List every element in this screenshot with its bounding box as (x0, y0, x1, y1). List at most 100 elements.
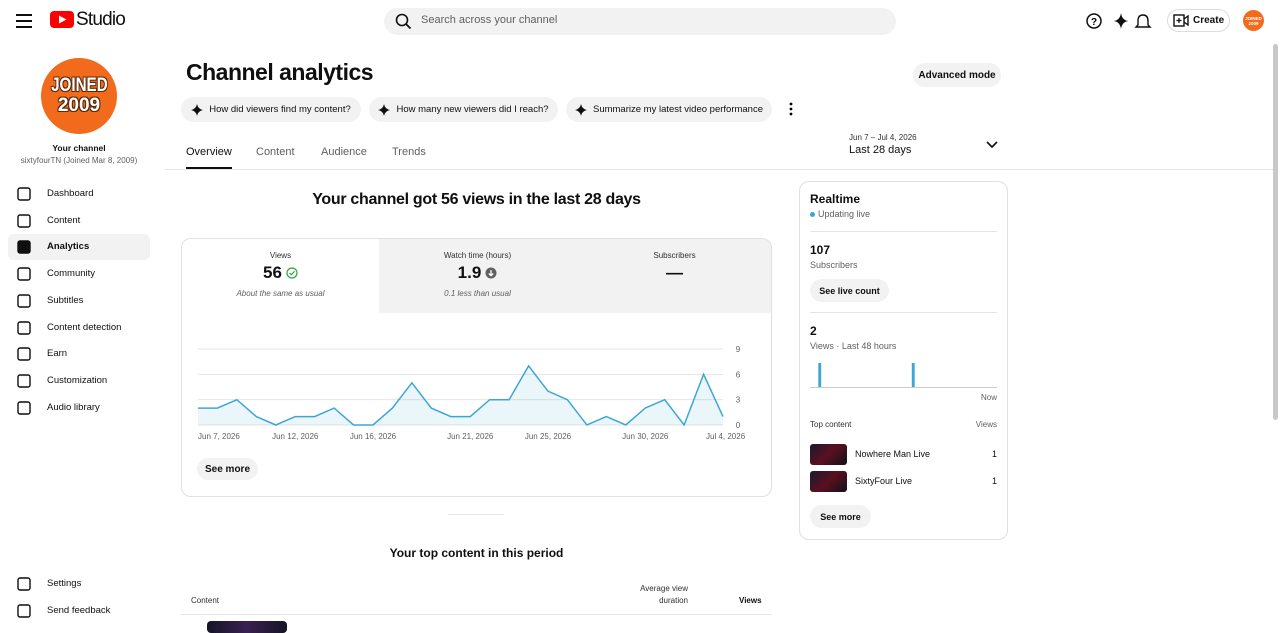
nav-icon-shape (17, 320, 31, 335)
nav-icon[interactable] (17, 267, 31, 281)
nav-icon-shape (17, 577, 31, 591)
create-label[interactable]: Create (1193, 15, 1225, 26)
item-title[interactable]: Nowhere Man Live (855, 449, 931, 459)
nav-icon[interactable] (17, 294, 31, 308)
table-header: Average view duration (640, 584, 688, 605)
brand[interactable]: Studio (76, 9, 126, 30)
create-icon[interactable] (1173, 14, 1189, 27)
logo-icon[interactable] (50, 11, 74, 29)
avatar-line: JOINED (50, 75, 108, 96)
metric-value-row: — (576, 263, 771, 283)
header-icons[interactable]: ? (1086, 12, 1156, 30)
suggestion-text: Summarize my latest video performance (592, 104, 763, 115)
account-avatar[interactable]: JOINED 2009 (1243, 10, 1264, 31)
nav-item[interactable]: Customization (47, 374, 108, 386)
metric-value: 56 (263, 263, 282, 282)
avatar-line: JOINED (1245, 15, 1262, 21)
live-count-button[interactable]: See live count (810, 279, 889, 302)
search-bar[interactable] (384, 8, 896, 35)
suggestion-chip[interactable]: How many new viewers did I reach? (369, 97, 558, 122)
x-tick-label: Now (981, 393, 997, 402)
nav-icon[interactable] (17, 400, 31, 415)
nav-icon-shape (17, 213, 31, 228)
nav-icon[interactable] (17, 213, 31, 228)
period-chevron[interactable] (986, 141, 998, 149)
realtime-see-more[interactable]: See more (810, 505, 871, 528)
spark-shape (191, 103, 204, 116)
period[interactable]: Last 28 days (849, 144, 912, 156)
line (198, 364, 724, 427)
item-thumbnail[interactable] (810, 444, 847, 465)
realtime-views: 2 (810, 324, 817, 338)
page-title: Channel analytics (186, 59, 374, 85)
x-tick-label: Jun 30, 2026 (622, 432, 669, 441)
nav-item[interactable]: Earn (47, 348, 68, 360)
tab-underline (186, 167, 232, 169)
check-circle (286, 267, 298, 279)
y-tick-label: 9 (736, 345, 741, 354)
nav-item[interactable]: Settings (47, 578, 82, 589)
x-tick-label: Jun 12, 2026 (272, 432, 319, 441)
nav-item[interactable]: Dashboard (47, 188, 94, 199)
date-range[interactable]: Jun 7 – Jul 4, 2026 (849, 133, 917, 142)
nav-item[interactable]: Content detection (47, 321, 122, 333)
metric-tab[interactable]: Subscribers — (576, 239, 771, 313)
metric-tab[interactable]: Views 56 About the same as usual (182, 239, 379, 313)
views-chart: 0 3 6 9 Jun 7, 2026 Jun 12, 2026 Jun 16, 2026 J… (198, 345, 746, 441)
suggestion-chip[interactable]: How did viewers find my content? (181, 97, 361, 122)
nav-item[interactable]: Send feedback (47, 604, 111, 616)
nav-item[interactable]: Analytics (47, 241, 90, 253)
metric-note: 0.1 less than usual (444, 289, 511, 298)
headline: Your channel got 56 views in the last 28… (312, 191, 641, 208)
content-thumbnail[interactable] (207, 621, 287, 633)
see-more-button[interactable]: See more (197, 458, 258, 480)
tab[interactable]: Audience (321, 146, 367, 158)
nav-icon[interactable] (17, 187, 31, 201)
nav-item[interactable]: Audio library (47, 401, 100, 413)
nav-item[interactable]: Community (47, 268, 96, 280)
top-content-label: Top content (810, 420, 852, 429)
nav-icon[interactable] (17, 240, 31, 255)
channel-avatar[interactable]: JOINED 2009 (41, 58, 117, 134)
nav-item[interactable]: Subtitles (47, 294, 84, 306)
subscriber-count: 107 (810, 243, 831, 257)
nav-icon[interactable] (17, 577, 31, 591)
nav-icon-shape (17, 294, 31, 308)
metric-note: About the same as usual (236, 289, 325, 298)
nav-icon-shape (17, 347, 31, 361)
spark-shape (378, 103, 391, 116)
spark-shape (574, 103, 587, 116)
nav-icon-shape (17, 400, 31, 415)
check-mark (289, 270, 295, 276)
more-icon[interactable] (788, 101, 794, 117)
item-views: 1 (991, 476, 997, 486)
scrollbar[interactable] (1273, 44, 1278, 420)
menu-icon[interactable] (16, 13, 34, 29)
nav-icon[interactable] (17, 603, 31, 618)
item-title[interactable]: SixtyFour Live (855, 476, 913, 486)
search-icon[interactable] (395, 13, 412, 30)
tab[interactable]: Trends (392, 146, 426, 158)
x-tick-label: Jun 7, 2026 (198, 432, 240, 441)
nav-icon[interactable] (17, 320, 31, 335)
section-divider (448, 514, 504, 515)
item-thumbnail[interactable] (810, 471, 847, 492)
top-content-title: Your top content in this period (389, 546, 564, 560)
nav-icon[interactable] (17, 347, 31, 361)
table-header: Views (739, 596, 762, 605)
nav-item[interactable]: Content (47, 214, 81, 226)
search-placeholder[interactable]: Search across your channel (421, 14, 558, 26)
tabs-divider (165, 169, 1275, 170)
metric-tab[interactable]: Watch time (hours) 1.9 0.1 less than usual (379, 239, 576, 313)
tab[interactable]: Content (256, 146, 295, 158)
nav-icon[interactable] (17, 374, 31, 388)
suggestion-chip[interactable]: Summarize my latest video performance (566, 97, 772, 122)
subscribers-label: Subscribers (810, 260, 858, 270)
item-views: 1 (991, 449, 997, 459)
y-tick-label: 6 (736, 370, 741, 379)
realtime-views-label: Views · Last 48 hours (810, 341, 897, 351)
advanced-mode-button[interactable]: Advanced mode (913, 63, 1001, 87)
tab[interactable]: Overview (186, 146, 232, 158)
create-button[interactable] (1167, 9, 1230, 32)
